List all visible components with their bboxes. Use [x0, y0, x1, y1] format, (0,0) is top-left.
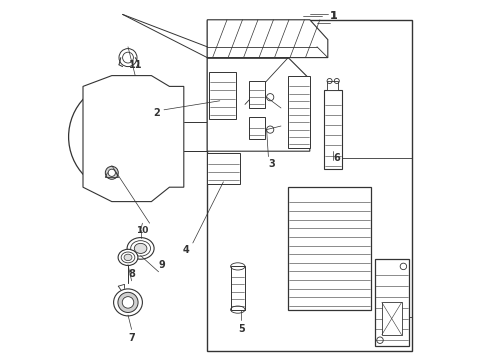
Ellipse shape — [121, 252, 135, 263]
Bar — [374, 259, 409, 346]
Circle shape — [84, 96, 165, 177]
Ellipse shape — [134, 243, 147, 253]
Circle shape — [108, 169, 116, 176]
Text: 1: 1 — [329, 11, 337, 21]
Ellipse shape — [118, 249, 138, 266]
Ellipse shape — [127, 238, 154, 259]
Circle shape — [105, 166, 118, 179]
Polygon shape — [83, 76, 184, 202]
Text: 11: 11 — [128, 60, 142, 70]
Circle shape — [118, 292, 138, 312]
Bar — [288, 187, 371, 310]
Text: 6: 6 — [333, 153, 340, 163]
Ellipse shape — [114, 289, 143, 316]
Circle shape — [122, 52, 133, 63]
Text: 7: 7 — [128, 333, 135, 343]
Text: 3: 3 — [269, 159, 275, 169]
Text: 4: 4 — [182, 245, 189, 255]
Text: 8: 8 — [128, 269, 135, 279]
Text: 9: 9 — [159, 260, 166, 270]
Circle shape — [119, 49, 137, 67]
Text: 10: 10 — [136, 226, 148, 235]
Bar — [248, 81, 265, 108]
Bar — [324, 90, 342, 169]
Text: 5: 5 — [238, 324, 245, 334]
Ellipse shape — [131, 241, 150, 256]
Bar — [248, 117, 265, 139]
Bar — [288, 76, 310, 148]
Circle shape — [114, 127, 134, 147]
Circle shape — [69, 81, 180, 193]
Bar — [207, 153, 240, 184]
Bar — [327, 81, 338, 90]
Bar — [207, 20, 413, 351]
Text: 2: 2 — [153, 108, 160, 118]
Bar — [382, 302, 402, 335]
Bar — [231, 266, 245, 310]
Text: 1: 1 — [329, 11, 337, 21]
Bar — [209, 72, 236, 119]
Ellipse shape — [124, 254, 132, 261]
Polygon shape — [207, 20, 328, 58]
Polygon shape — [207, 58, 310, 151]
Circle shape — [122, 297, 134, 308]
